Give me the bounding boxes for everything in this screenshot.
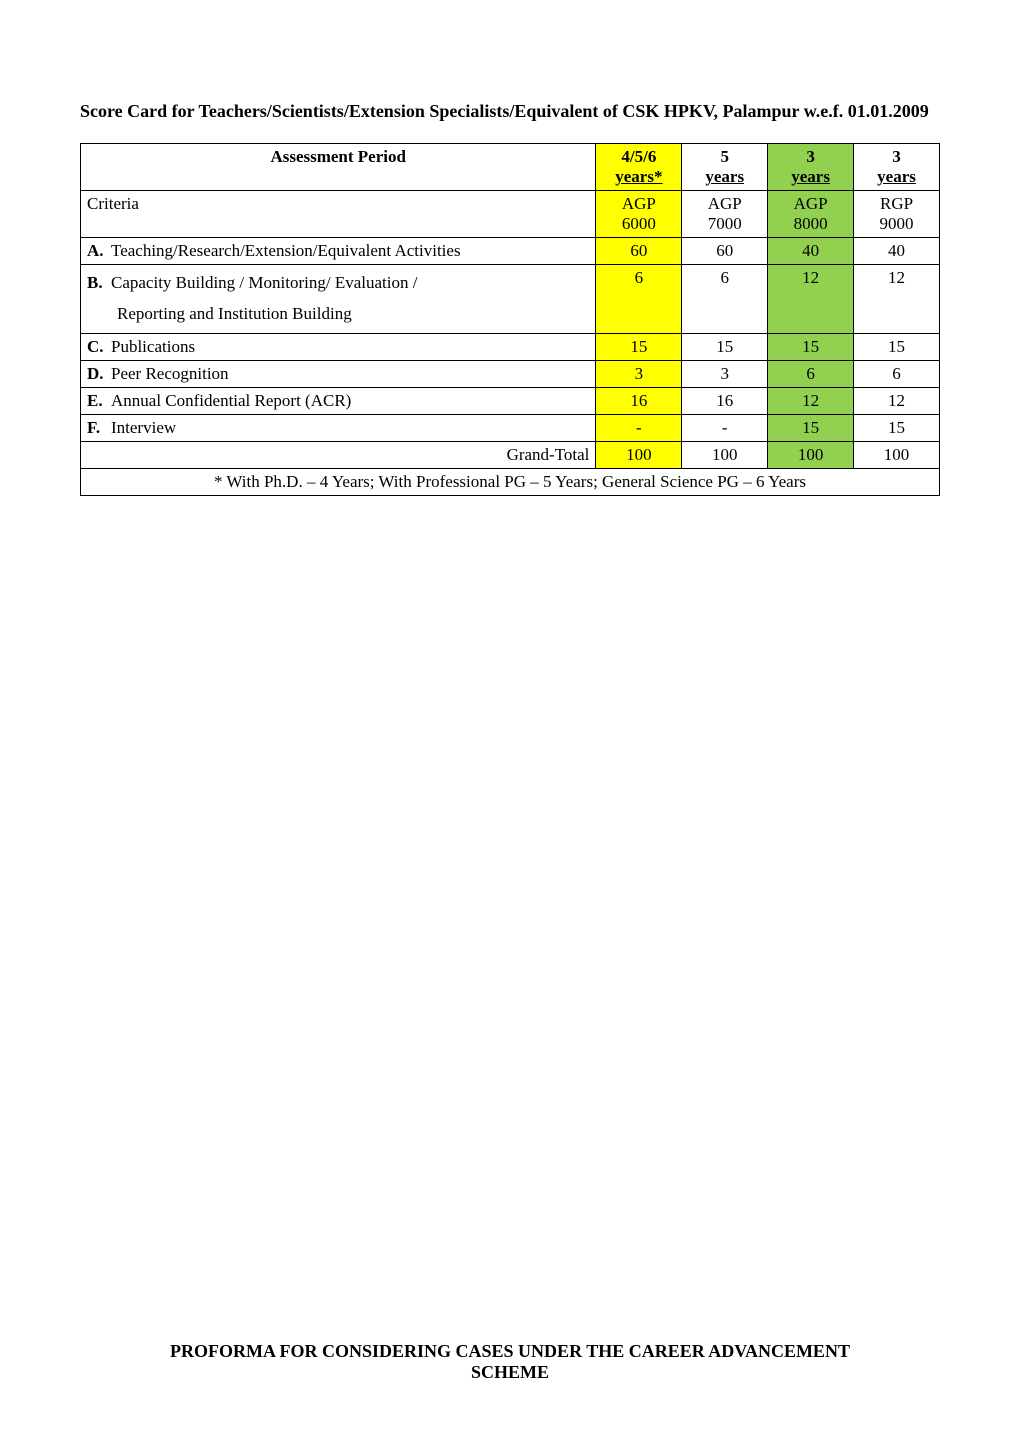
criteria-c2-l2: 7000 bbox=[708, 214, 742, 233]
row-a-c4: 40 bbox=[854, 238, 940, 265]
row-c-prefix: C. bbox=[87, 337, 111, 357]
row-e-c3: 12 bbox=[768, 387, 854, 414]
row-b: B.Capacity Building / Monitoring/ Evalua… bbox=[81, 265, 940, 333]
th-col1-l2: years* bbox=[615, 167, 662, 186]
row-a-label: A.Teaching/Research/Extension/Equivalent… bbox=[81, 238, 596, 265]
th-col3: 3 years bbox=[768, 144, 854, 191]
row-e-text: Annual Confidential Report (ACR) bbox=[111, 391, 351, 410]
row-b-text2: Reporting and Institution Building bbox=[87, 304, 352, 323]
grand-total-c3: 100 bbox=[768, 441, 854, 468]
criteria-c3-l2: 8000 bbox=[794, 214, 828, 233]
document-header: Score Card for Teachers/Scientists/Exten… bbox=[80, 100, 940, 123]
row-b-prefix: B. bbox=[87, 268, 111, 299]
row-c-c2: 15 bbox=[682, 333, 768, 360]
grand-total-c4: 100 bbox=[854, 441, 940, 468]
footnote-text: * With Ph.D. – 4 Years; With Professiona… bbox=[81, 468, 940, 495]
row-f-text: Interview bbox=[111, 418, 176, 437]
row-f: F.Interview - - 15 15 bbox=[81, 414, 940, 441]
grand-total-row: Grand-Total 100 100 100 100 bbox=[81, 441, 940, 468]
th-col1-l1: 4/5/6 bbox=[621, 147, 656, 166]
grand-total-c2: 100 bbox=[682, 441, 768, 468]
row-d-prefix: D. bbox=[87, 364, 111, 384]
row-b-c4: 12 bbox=[854, 265, 940, 333]
th-col2-l2: years bbox=[705, 167, 744, 186]
row-d-c1: 3 bbox=[596, 360, 682, 387]
row-c-c4: 15 bbox=[854, 333, 940, 360]
header-row: Assessment Period 4/5/6 years* 5 years 3… bbox=[81, 144, 940, 191]
grand-total-c1: 100 bbox=[596, 441, 682, 468]
row-a-prefix: A. bbox=[87, 241, 111, 261]
document-footer: PROFORMA FOR CONSIDERING CASES UNDER THE… bbox=[80, 1341, 940, 1383]
row-b-c1: 6 bbox=[596, 265, 682, 333]
th-col1: 4/5/6 years* bbox=[596, 144, 682, 191]
row-d: D.Peer Recognition 3 3 6 6 bbox=[81, 360, 940, 387]
row-a: A.Teaching/Research/Extension/Equivalent… bbox=[81, 238, 940, 265]
row-e-c2: 16 bbox=[682, 387, 768, 414]
row-f-c3: 15 bbox=[768, 414, 854, 441]
row-a-c1: 60 bbox=[596, 238, 682, 265]
criteria-c3: AGP 8000 bbox=[768, 191, 854, 238]
row-a-c3: 40 bbox=[768, 238, 854, 265]
th-col3-l1: 3 bbox=[806, 147, 815, 166]
score-card-table: Assessment Period 4/5/6 years* 5 years 3… bbox=[80, 143, 940, 495]
criteria-label: Criteria bbox=[81, 191, 596, 238]
criteria-c1: AGP 6000 bbox=[596, 191, 682, 238]
th-col3-l2: years bbox=[791, 167, 830, 186]
row-d-c4: 6 bbox=[854, 360, 940, 387]
criteria-c3-l1: AGP bbox=[794, 194, 828, 213]
row-d-text: Peer Recognition bbox=[111, 364, 229, 383]
row-e-label: E.Annual Confidential Report (ACR) bbox=[81, 387, 596, 414]
th-col2: 5 years bbox=[682, 144, 768, 191]
row-f-prefix: F. bbox=[87, 418, 111, 438]
row-e: E.Annual Confidential Report (ACR) 16 16… bbox=[81, 387, 940, 414]
criteria-c2: AGP 7000 bbox=[682, 191, 768, 238]
row-e-c1: 16 bbox=[596, 387, 682, 414]
footer-line1: PROFORMA FOR CONSIDERING CASES UNDER THE… bbox=[170, 1341, 850, 1361]
row-d-c2: 3 bbox=[682, 360, 768, 387]
row-f-c2: - bbox=[682, 414, 768, 441]
row-f-c4: 15 bbox=[854, 414, 940, 441]
footer-line2: SCHEME bbox=[471, 1362, 549, 1382]
row-b-c3: 12 bbox=[768, 265, 854, 333]
row-e-c4: 12 bbox=[854, 387, 940, 414]
criteria-c4-l2: 9000 bbox=[880, 214, 914, 233]
row-a-c2: 60 bbox=[682, 238, 768, 265]
th-col2-l1: 5 bbox=[720, 147, 729, 166]
row-d-label: D.Peer Recognition bbox=[81, 360, 596, 387]
th-col4: 3 years bbox=[854, 144, 940, 191]
row-b-c2: 6 bbox=[682, 265, 768, 333]
row-b-label: B.Capacity Building / Monitoring/ Evalua… bbox=[81, 265, 596, 333]
footnote-row: * With Ph.D. – 4 Years; With Professiona… bbox=[81, 468, 940, 495]
row-c-c3: 15 bbox=[768, 333, 854, 360]
criteria-c1-l2: 6000 bbox=[622, 214, 656, 233]
criteria-c1-l1: AGP bbox=[622, 194, 656, 213]
criteria-row: Criteria AGP 6000 AGP 7000 AGP 8000 RGP … bbox=[81, 191, 940, 238]
criteria-c4-l1: RGP bbox=[880, 194, 913, 213]
row-f-label: F.Interview bbox=[81, 414, 596, 441]
row-c-text: Publications bbox=[111, 337, 195, 356]
th-assessment-period: Assessment Period bbox=[81, 144, 596, 191]
grand-total-label: Grand-Total bbox=[81, 441, 596, 468]
row-b-text: Capacity Building / Monitoring/ Evaluati… bbox=[111, 273, 417, 292]
row-a-text: Teaching/Research/Extension/Equivalent A… bbox=[111, 241, 461, 260]
criteria-c2-l1: AGP bbox=[708, 194, 742, 213]
th-col4-l2: years bbox=[877, 167, 916, 186]
row-c-label: C.Publications bbox=[81, 333, 596, 360]
th-col4-l1: 3 bbox=[892, 147, 901, 166]
row-c: C.Publications 15 15 15 15 bbox=[81, 333, 940, 360]
row-f-c1: - bbox=[596, 414, 682, 441]
row-e-prefix: E. bbox=[87, 391, 111, 411]
criteria-c4: RGP 9000 bbox=[854, 191, 940, 238]
row-d-c3: 6 bbox=[768, 360, 854, 387]
row-c-c1: 15 bbox=[596, 333, 682, 360]
